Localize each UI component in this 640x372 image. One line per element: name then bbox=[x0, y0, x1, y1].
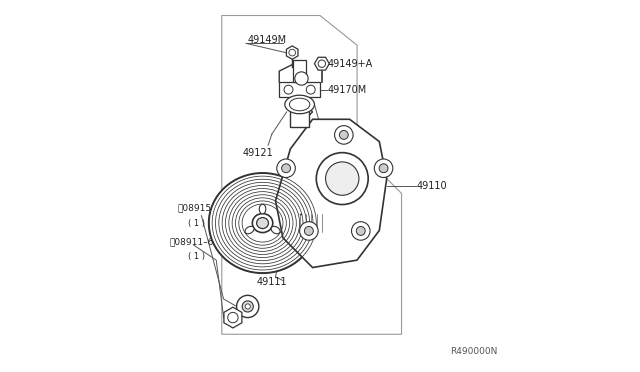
Circle shape bbox=[356, 227, 365, 235]
Polygon shape bbox=[224, 307, 242, 328]
Circle shape bbox=[335, 126, 353, 144]
Text: ⓝ08911–6421A: ⓝ08911–6421A bbox=[170, 237, 237, 246]
Circle shape bbox=[351, 222, 370, 240]
Text: 49149M: 49149M bbox=[248, 35, 287, 45]
Polygon shape bbox=[276, 119, 387, 267]
Text: 49170M: 49170M bbox=[328, 85, 367, 94]
Ellipse shape bbox=[209, 173, 316, 273]
FancyBboxPatch shape bbox=[291, 90, 309, 127]
Circle shape bbox=[282, 164, 291, 173]
Ellipse shape bbox=[245, 226, 254, 234]
Circle shape bbox=[326, 162, 359, 195]
Text: 49162N: 49162N bbox=[328, 146, 365, 156]
Text: ( 1 ): ( 1 ) bbox=[188, 219, 205, 228]
FancyBboxPatch shape bbox=[279, 82, 320, 97]
Circle shape bbox=[316, 153, 368, 205]
Ellipse shape bbox=[252, 214, 273, 232]
Text: ( 1 ): ( 1 ) bbox=[188, 252, 205, 261]
FancyBboxPatch shape bbox=[293, 60, 307, 82]
Circle shape bbox=[305, 227, 314, 235]
Text: 49121: 49121 bbox=[242, 148, 273, 158]
Circle shape bbox=[295, 72, 308, 85]
Circle shape bbox=[300, 222, 318, 240]
Circle shape bbox=[245, 304, 250, 309]
Circle shape bbox=[339, 131, 348, 140]
Text: 49149+A: 49149+A bbox=[328, 59, 372, 69]
Polygon shape bbox=[314, 57, 329, 70]
Text: ⓜ08915–1421A: ⓜ08915–1421A bbox=[177, 204, 245, 213]
Ellipse shape bbox=[257, 218, 268, 228]
Circle shape bbox=[242, 301, 253, 312]
Circle shape bbox=[277, 159, 295, 177]
Ellipse shape bbox=[285, 95, 314, 114]
Ellipse shape bbox=[259, 204, 266, 214]
Circle shape bbox=[379, 164, 388, 173]
Text: 49111: 49111 bbox=[257, 278, 287, 287]
Text: R490000N: R490000N bbox=[451, 347, 498, 356]
Polygon shape bbox=[287, 46, 298, 59]
Circle shape bbox=[374, 159, 393, 177]
Circle shape bbox=[237, 295, 259, 318]
Text: 49110: 49110 bbox=[417, 181, 447, 191]
Ellipse shape bbox=[271, 226, 280, 234]
Polygon shape bbox=[279, 64, 312, 119]
